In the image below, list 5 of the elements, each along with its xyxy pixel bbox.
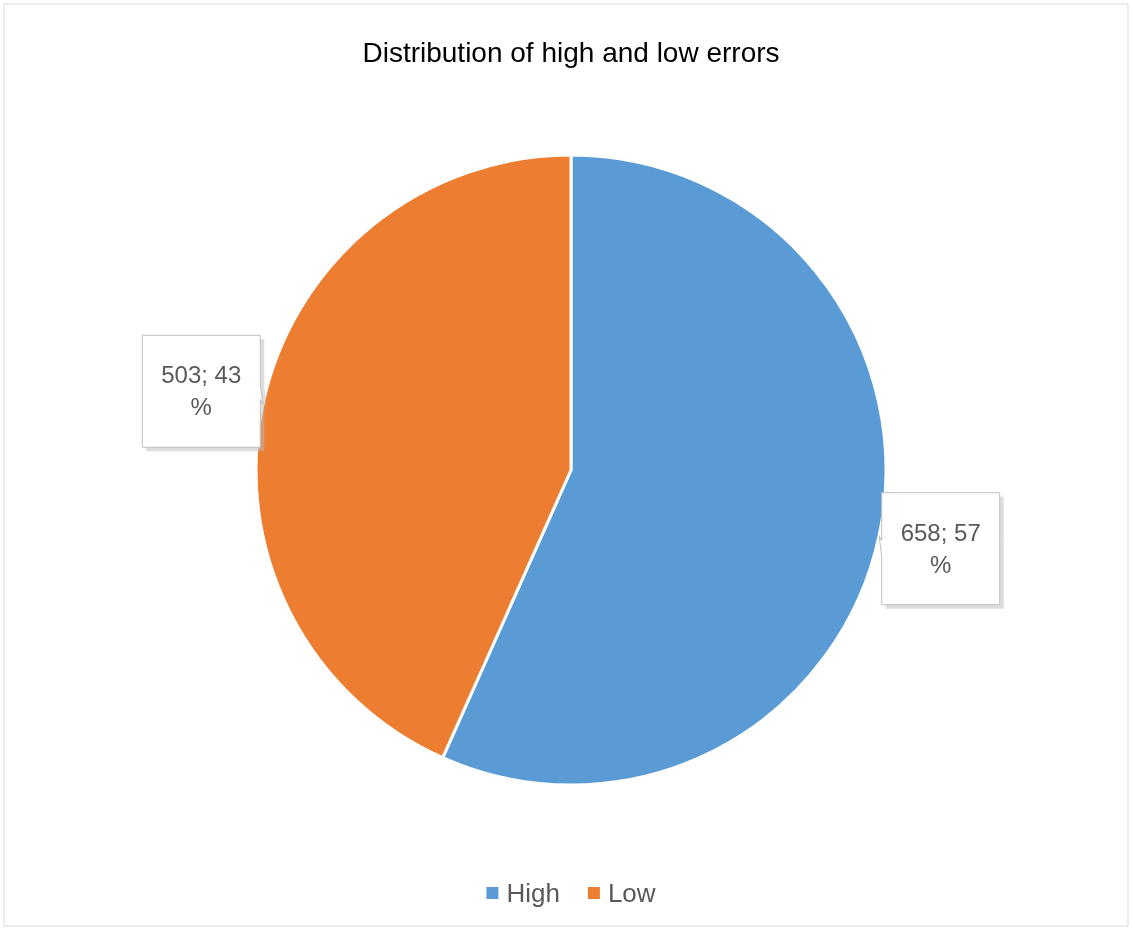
data-label: 503; 43 % [161,361,242,421]
legend-label: Low [607,878,656,908]
legend-label: High [506,878,560,908]
chart-title: Distribution of high and low errors [362,37,780,68]
data-label: 658; 57 % [900,518,981,578]
